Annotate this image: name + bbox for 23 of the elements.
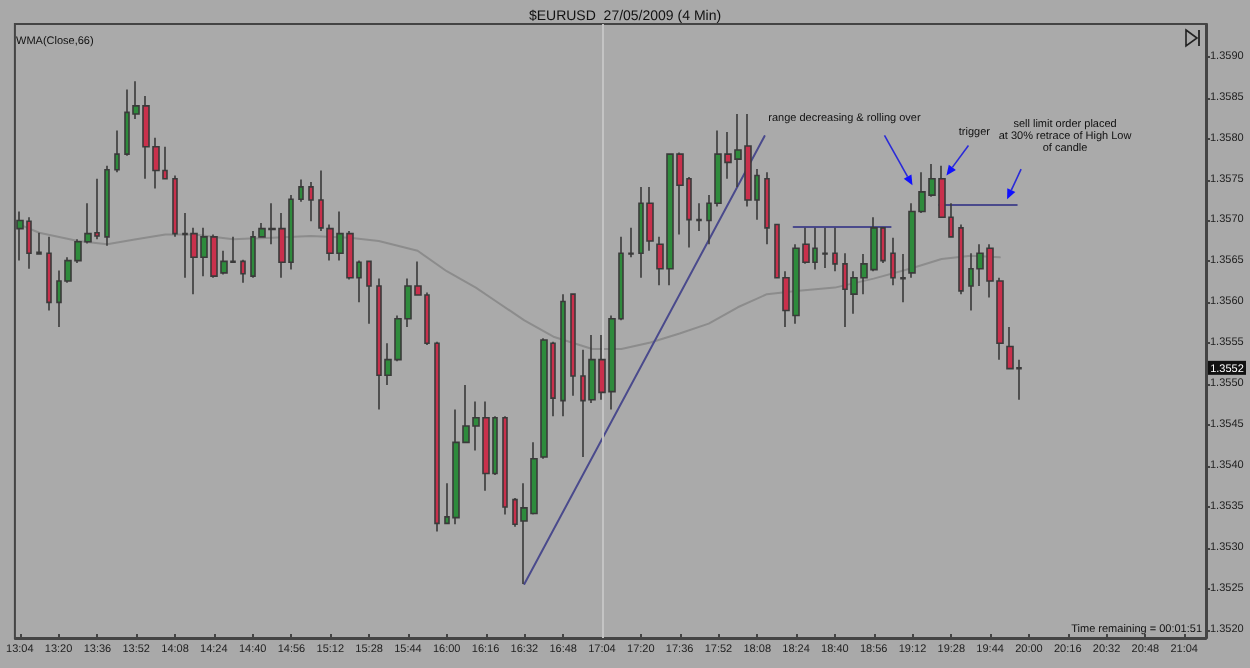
line-series: [18, 223, 1001, 351]
candlestick: [628, 227, 634, 259]
candlestick: [832, 227, 838, 273]
candlestick: [114, 129, 120, 173]
candlestick: [560, 293, 566, 417]
candlestick: [696, 202, 702, 232]
candlestick: [36, 231, 42, 255]
candlestick: [172, 174, 178, 238]
candlestick: [104, 164, 110, 247]
candlestick: [46, 236, 52, 312]
candlestick: [308, 181, 314, 223]
candlestick: [958, 223, 964, 295]
candlestick: [764, 171, 770, 246]
candlestick: [502, 415, 508, 516]
candlestick: [240, 258, 246, 284]
candlestick: [540, 337, 548, 460]
candlestick: [366, 259, 372, 325]
candlestick: [822, 227, 828, 269]
candlestick: [900, 253, 906, 304]
candlestick: [434, 340, 440, 533]
candlestick: [890, 236, 896, 286]
candlestick: [570, 293, 576, 397]
candlestick: [298, 178, 304, 203]
